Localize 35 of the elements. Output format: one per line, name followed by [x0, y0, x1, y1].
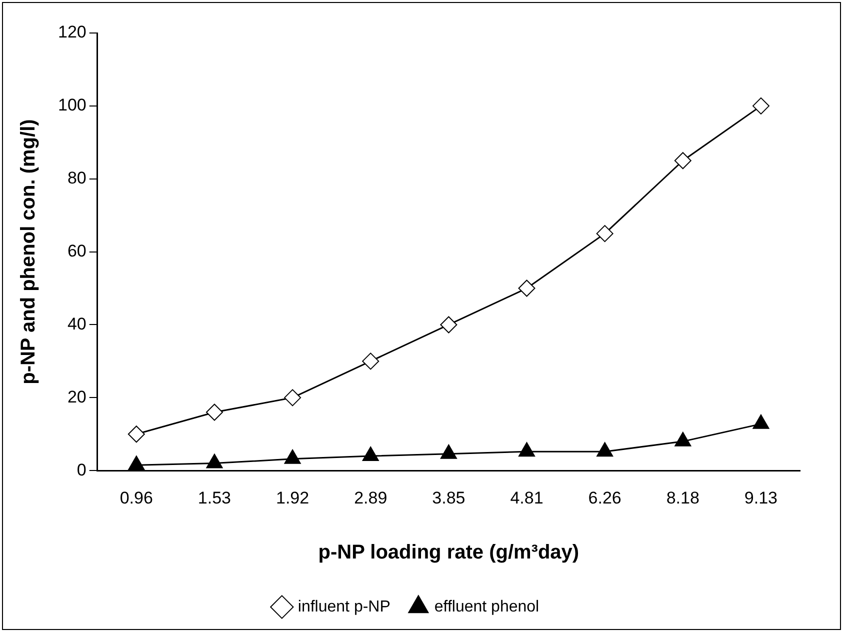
x-tick-label: 0.96 — [120, 488, 153, 508]
point — [128, 456, 145, 470]
y-tick-label: 40 — [67, 314, 86, 334]
point — [518, 442, 536, 457]
legend-label: effluent phenol — [434, 598, 540, 616]
x-axis-title: p-NP loading rate (g/m³day) — [318, 542, 580, 564]
y-tick-label: 80 — [67, 168, 86, 188]
y-tick-label: 60 — [67, 241, 86, 260]
x-tick-label: 1.92 — [276, 488, 310, 508]
point — [284, 449, 301, 464]
point — [206, 454, 223, 468]
point — [752, 97, 770, 114]
point — [440, 444, 457, 459]
x-tick-label: 2.89 — [354, 488, 388, 508]
point — [596, 442, 614, 457]
point — [362, 352, 380, 370]
y-axis-title: p-NP and phenol con. (mg/l) — [18, 119, 40, 384]
x-tick-label: 3.85 — [432, 488, 466, 508]
y-tick-label: 120 — [58, 22, 86, 42]
point — [518, 280, 536, 297]
point — [440, 316, 458, 334]
legend-label: influent p-NP — [298, 598, 390, 616]
y-tick-label: 20 — [67, 387, 86, 406]
x-tick-label: 4.81 — [510, 488, 544, 508]
point — [752, 414, 770, 429]
y-tick-label: 0 — [76, 460, 86, 480]
x-tick-label: 8.18 — [666, 488, 700, 508]
point — [674, 432, 692, 446]
y-tick-label: 100 — [58, 96, 86, 115]
point — [674, 152, 692, 170]
point — [596, 225, 614, 242]
point — [362, 446, 379, 462]
x-tick-label: 6.26 — [588, 488, 622, 508]
x-tick-label: 9.13 — [744, 488, 778, 508]
x-tick-label: 1.53 — [198, 488, 232, 508]
